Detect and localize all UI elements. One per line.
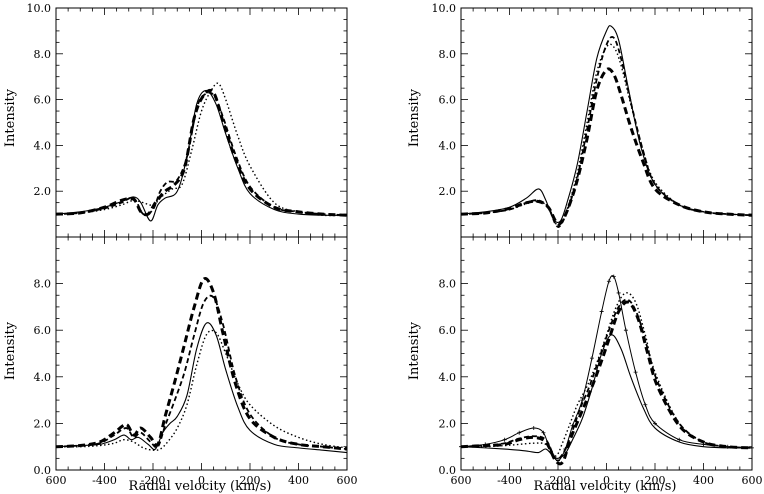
series-marker [589,356,594,361]
x-tick-label: 400 [693,474,714,487]
series-marker [563,447,568,452]
series-marker [750,445,754,450]
ylabel-bottom-right: Intensity [407,321,422,380]
series-line-dashed [56,91,347,217]
series-line-thick-dashed [461,67,752,226]
panel-bottom-right: 0.0 2.0 4.0 6.0 8.0 600 -400 -200 0 200 400 600 [439,236,763,487]
y-tick-label: 4.0 [34,371,52,384]
series-line-thick-dashed [56,277,347,451]
y-tick-label: 2.0 [439,185,457,198]
x-tick-label: 600 [46,474,67,487]
series-line-dotted [461,43,752,227]
plot-frame [55,7,348,238]
series-line-dashed [461,36,752,228]
y-tick-label: 6.0 [439,324,457,337]
series-marker [616,290,621,295]
ylabel-top-left: Intensity [3,88,18,147]
x-tick-label: -200 [546,474,571,487]
series-line-dotted [461,292,752,457]
y-tick-label: 4.0 [34,139,52,152]
x-tick-label: 600 [451,474,472,487]
xlabel-left: Radial velocity (km/s) [129,479,272,494]
x-tick-label: 600 [742,474,763,487]
x-tick-label: 200 [645,474,666,487]
series-marker [725,444,730,449]
y-tick-label: 6.0 [34,94,52,107]
xlabel-right: Radial velocity (km/s) [534,479,677,494]
y-tick-label: 6.0 [34,324,52,337]
series-marker [517,430,522,435]
y-tick-label: 6.0 [439,94,457,107]
y-tick-label: 2.0 [34,417,52,430]
series-line-thick-dashed [461,300,752,466]
y-tick-label: 8.0 [439,48,457,61]
x-tick-label: -400 [497,474,522,487]
plot-frame [460,236,753,471]
y-tick-label: 2.0 [439,417,457,430]
series-marker [599,309,604,314]
x-tick-label: -200 [141,474,166,487]
series-line-dashed [461,298,752,460]
series-line-dotted [56,82,347,217]
ylabel-top-right: Intensity [407,88,422,147]
x-tick-label: 200 [240,474,261,487]
plot-frame [460,7,753,238]
y-tick-label: 0.0 [34,464,52,477]
series-line-solid [461,25,752,224]
series-marker [570,423,575,428]
x-tick-label: 400 [288,474,309,487]
panel-top-left: 2.0 4.0 6.0 8.0 10.0 [27,2,348,238]
series-marker [580,398,585,403]
panel-bottom-left: 0.0 2.0 4.0 6.0 8.0 600 -400 -200 0 200 400 600 [34,236,358,487]
series-line-plus-markers [461,275,752,462]
series-marker [459,444,463,449]
series-line-thick-dashed [56,88,347,217]
x-tick-label: -400 [92,474,117,487]
series-marker [633,370,638,375]
series-marker [548,449,553,454]
y-tick-label: 8.0 [34,278,52,291]
series-marker [606,279,611,284]
series-marker [483,442,488,447]
series-line-solid [56,322,347,454]
series-marker [531,426,536,431]
series-marker [611,274,616,279]
x-tick-label: 0 [198,474,205,487]
x-tick-label: 600 [337,474,358,487]
series-marker [653,421,657,426]
series-marker [701,442,706,447]
y-tick-label: 4.0 [439,139,457,152]
x-tick-label: 0 [603,474,610,487]
series-marker [643,402,648,407]
series-marker [623,328,628,333]
y-tick-label: 2.0 [34,185,52,198]
y-tick-label: 4.0 [439,371,457,384]
plot-frame [55,236,348,471]
y-tick-label: 8.0 [34,48,52,61]
series-marker [541,430,546,435]
y-tick-label: 10.0 [27,2,52,15]
y-tick-label: 8.0 [439,278,457,291]
panel-top-right: 2.0 4.0 6.0 8.0 10.0 [432,2,753,238]
y-tick-label: 10.0 [432,2,457,15]
series-marker [502,437,507,442]
series-marker [677,437,682,442]
series-marker [556,458,560,463]
series-line-dotted [56,329,347,451]
y-tick-label: 0.0 [439,464,457,477]
series-line-dashed [56,294,347,450]
ylabel-bottom-left: Intensity [3,321,18,380]
series-line-solid [461,334,752,459]
